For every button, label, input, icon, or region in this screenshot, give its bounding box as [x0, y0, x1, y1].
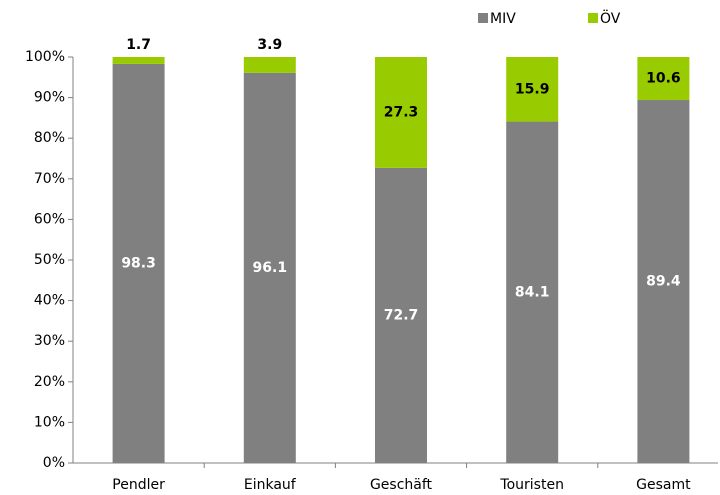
bar-segment	[112, 57, 165, 64]
legend-label: ÖV	[600, 9, 621, 27]
bar-segment	[243, 57, 296, 73]
data-label: 72.7	[384, 307, 419, 323]
x-tick-label: Gesamt	[636, 477, 691, 493]
y-tick-label: 40%	[34, 293, 65, 309]
data-label: 27.3	[384, 104, 419, 120]
y-tick-label: 60%	[34, 211, 65, 227]
bar-segment	[112, 63, 165, 463]
data-label: 10.6	[646, 71, 681, 87]
y-tick-label: 50%	[34, 252, 65, 268]
data-label: 15.9	[515, 81, 550, 97]
x-tick-label: Einkauf	[244, 477, 297, 493]
bar-segment	[243, 72, 296, 464]
bar-segment	[375, 167, 427, 463]
y-tick-label: 100%	[25, 49, 65, 65]
data-label: 84.1	[515, 284, 550, 300]
x-tick-label: Pendler	[112, 477, 165, 493]
legend-swatch	[588, 13, 598, 23]
bar-segment	[375, 57, 427, 168]
bar-segment	[637, 100, 690, 463]
data-label: 98.3	[121, 255, 156, 271]
legend-swatch	[478, 13, 488, 23]
bar-segment	[506, 121, 559, 463]
y-tick-label: 90%	[34, 90, 65, 106]
y-tick-label: 20%	[34, 374, 65, 390]
y-tick-label: 0%	[43, 455, 65, 471]
data-label: 3.9	[257, 37, 282, 53]
data-label: 1.7	[126, 37, 151, 53]
y-tick-label: 70%	[34, 171, 65, 187]
bar-segment	[637, 57, 690, 101]
data-label: 89.4	[646, 274, 681, 290]
y-tick-label: 10%	[34, 414, 65, 430]
x-tick-label: Geschäft	[370, 477, 433, 493]
data-label: 96.1	[253, 260, 288, 276]
y-tick-label: 30%	[34, 333, 65, 349]
legend-label: MIV	[490, 11, 516, 27]
bar-segment	[506, 57, 559, 122]
y-tick-label: 80%	[34, 130, 65, 146]
x-tick-label: Touristen	[499, 477, 564, 493]
